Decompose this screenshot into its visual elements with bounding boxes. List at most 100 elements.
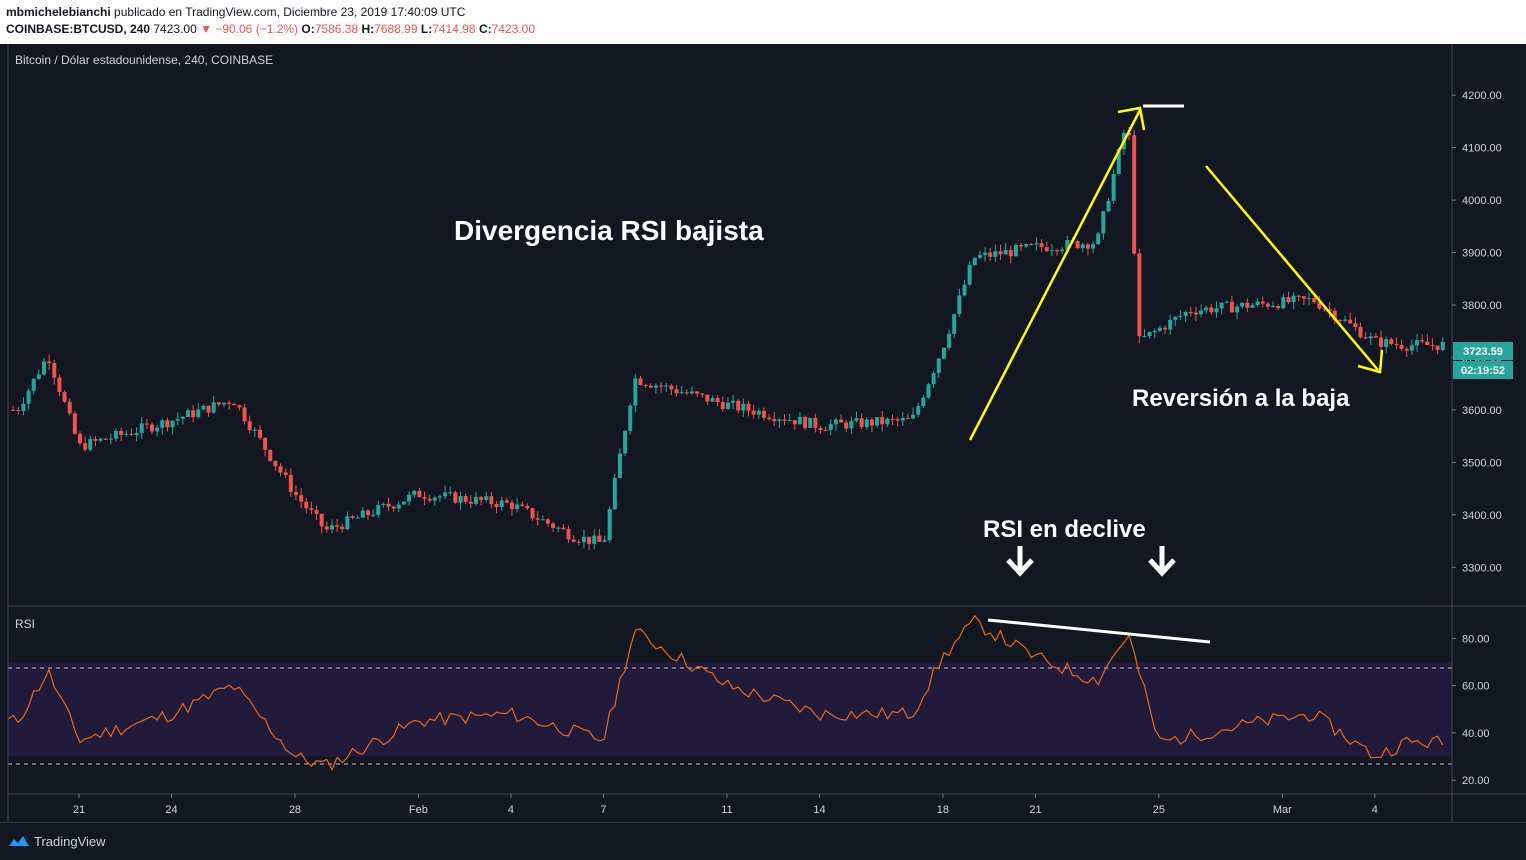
candle-body — [808, 417, 813, 428]
candle-body — [1384, 339, 1389, 347]
author-name[interactable]: mbmichelebianchi — [6, 5, 111, 19]
candle-body — [931, 372, 936, 385]
candle-body — [1204, 307, 1209, 311]
candle-body — [499, 500, 504, 508]
candle-body — [479, 497, 484, 500]
candle-body — [468, 501, 473, 504]
time-tick-label: Feb — [409, 804, 428, 816]
rsi-pane-title: RSI — [15, 617, 36, 631]
candle-body — [119, 430, 124, 435]
candle-body — [21, 403, 26, 412]
candle-body — [767, 417, 772, 419]
candle-body — [1430, 344, 1435, 346]
time-axis[interactable]: 21 24 28 Feb 4 7 11 14 18 21 25 Mar 4 — [73, 794, 1378, 816]
candle-body — [787, 420, 792, 422]
candle-body — [355, 517, 360, 519]
candle-body — [1281, 296, 1286, 309]
candle-body — [561, 527, 566, 530]
candle-body — [443, 492, 448, 497]
candle-body — [1101, 211, 1106, 234]
candle-body — [520, 504, 525, 506]
candle-body — [242, 407, 247, 422]
tradingview-logo-icon[interactable] — [8, 833, 30, 849]
rsi-axis[interactable]: 80.00 60.00 40.00 20.00 — [1452, 633, 1490, 787]
candle-body — [1301, 296, 1306, 299]
down-arrow-icon — [1006, 546, 1034, 577]
candle-body — [494, 504, 499, 508]
candle-body — [365, 510, 370, 516]
candle-body — [1080, 244, 1085, 249]
candle-body — [88, 439, 93, 450]
candle-body — [607, 509, 612, 541]
candle-body — [1065, 239, 1070, 250]
candle-body — [417, 490, 422, 498]
candle-body — [844, 422, 849, 429]
candle-body — [1049, 250, 1054, 252]
candle-body — [916, 406, 921, 415]
candle-body — [11, 409, 16, 411]
candle-body — [1363, 337, 1368, 339]
candle-body — [41, 361, 46, 375]
candle-body — [782, 419, 787, 421]
candle-body — [1209, 307, 1214, 313]
time-tick-label: 7 — [600, 804, 606, 816]
candle-body — [504, 500, 509, 503]
candle-body — [1286, 296, 1291, 303]
timer-badge-value: 02:19:52 — [1461, 365, 1505, 377]
candle-body — [864, 419, 869, 428]
candle-body — [319, 513, 324, 527]
candle-body — [936, 358, 941, 373]
candle-body — [175, 418, 180, 421]
candle-body — [515, 504, 520, 510]
candle-body — [967, 264, 972, 285]
candle-body — [509, 502, 514, 510]
yellow-up-arrow — [968, 106, 1146, 441]
candle-body — [551, 523, 556, 529]
candle-body — [875, 417, 880, 426]
candle-body — [880, 417, 885, 425]
candle-body — [350, 516, 355, 518]
candle-body — [643, 384, 648, 386]
open-label: O: — [301, 22, 315, 36]
candle-body — [1219, 302, 1224, 309]
candle-body — [597, 535, 602, 542]
candle-body — [983, 252, 988, 256]
time-tick-label: 4 — [1372, 804, 1378, 816]
time-tick-label: 18 — [937, 804, 949, 816]
candle-body — [139, 423, 144, 433]
symbol-label: COINBASE:BTCUSD, 240 — [6, 22, 151, 36]
candle-body — [1404, 348, 1409, 351]
open-value: 7586.38 — [314, 22, 359, 36]
candle-body — [617, 453, 622, 478]
candle-body — [1389, 339, 1394, 345]
candle-body — [725, 402, 730, 410]
price-badge-value: 3723.59 — [1463, 346, 1503, 358]
candle-body — [252, 429, 257, 431]
candle-body — [695, 391, 700, 394]
candle-body — [921, 397, 926, 407]
candle-body — [299, 495, 304, 502]
candle-body — [648, 385, 653, 388]
candle-body — [962, 284, 967, 296]
candle-body — [247, 421, 252, 431]
price-axis[interactable]: 4200.004100.004000.003900.003800.003700.… — [1452, 90, 1502, 574]
candle-body — [1337, 320, 1342, 322]
candle-body — [1137, 253, 1142, 337]
candle-body — [185, 410, 190, 417]
candle-body — [257, 429, 262, 438]
candle-body — [1435, 345, 1440, 351]
candle-body — [453, 492, 458, 503]
candle-body — [463, 496, 468, 502]
candle-body — [329, 525, 334, 530]
candle-body — [818, 427, 823, 430]
candle-body — [777, 419, 782, 422]
candle-body — [206, 405, 211, 413]
candle-body — [952, 314, 957, 334]
candle-body — [1168, 319, 1173, 330]
candle-body — [1399, 344, 1404, 349]
candle-body — [957, 295, 962, 315]
candle-body — [1224, 301, 1229, 303]
tradingview-brand[interactable]: TradingView — [34, 834, 106, 849]
candle-body — [165, 420, 170, 428]
